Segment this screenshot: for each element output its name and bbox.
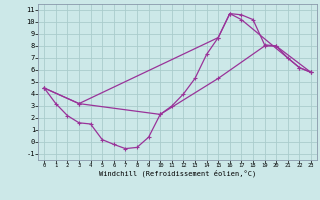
X-axis label: Windchill (Refroidissement éolien,°C): Windchill (Refroidissement éolien,°C): [99, 170, 256, 177]
